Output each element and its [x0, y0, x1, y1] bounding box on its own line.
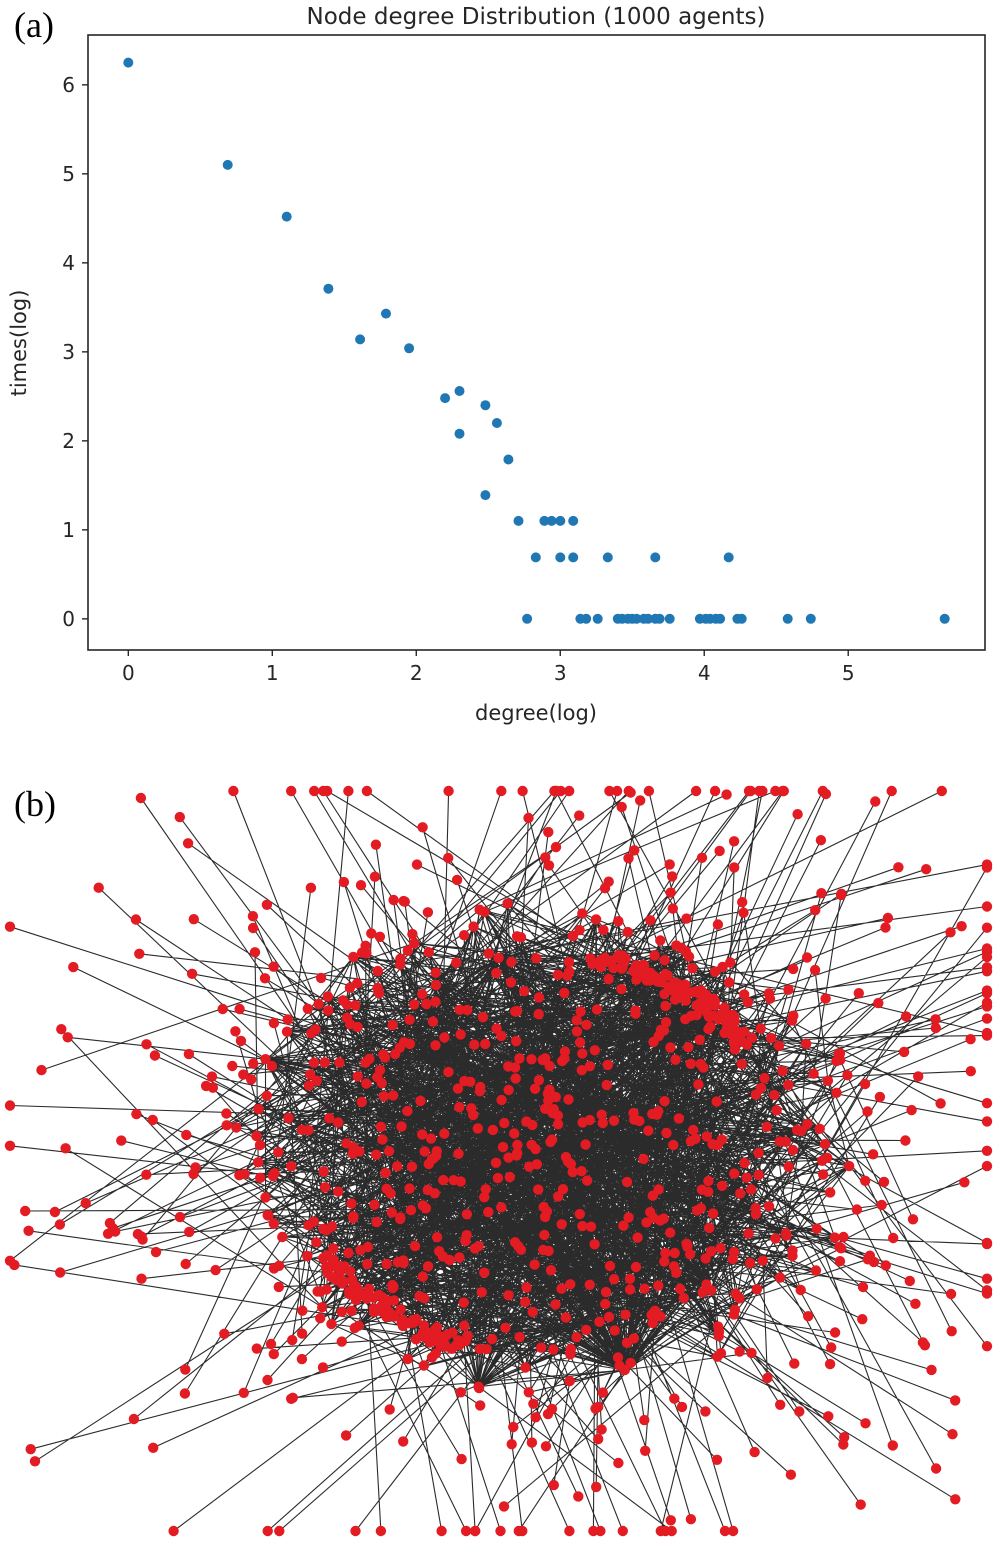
y-axis-ticks: 0 1 2 3 4 5 6 [62, 73, 88, 631]
svg-text:0: 0 [62, 607, 75, 631]
svg-text:4: 4 [62, 251, 75, 275]
svg-text:4: 4 [698, 661, 711, 685]
panel-b-network: (b) [0, 775, 997, 1544]
panel-b-label: (b) [14, 784, 56, 824]
svg-text:0: 0 [122, 661, 135, 685]
svg-text:5: 5 [62, 162, 75, 186]
network-nodes [4, 785, 993, 1537]
svg-text:3: 3 [554, 661, 567, 685]
scatter-plot: Node degree Distribution (1000 agents) 0… [7, 4, 986, 725]
svg-text:2: 2 [410, 661, 423, 685]
scatter-points [123, 57, 950, 624]
chart-title: Node degree Distribution (1000 agents) [307, 4, 766, 30]
x-axis-label: degree(log) [475, 701, 597, 725]
x-axis-ticks: 0 1 2 3 4 5 [122, 650, 855, 685]
panel-a-scatter: (a) Node degree Distribution (1000 agent… [0, 0, 997, 745]
network-graph [4, 785, 993, 1537]
axes-box [87, 34, 986, 651]
svg-text:6: 6 [62, 73, 75, 97]
svg-text:3: 3 [62, 340, 75, 364]
y-axis-label: times(log) [7, 290, 31, 397]
panel-a-label: (a) [14, 5, 54, 45]
network-edges [9, 790, 988, 1532]
svg-text:1: 1 [266, 661, 279, 685]
svg-text:2: 2 [62, 429, 75, 453]
svg-text:5: 5 [842, 661, 855, 685]
svg-text:1: 1 [62, 518, 75, 542]
